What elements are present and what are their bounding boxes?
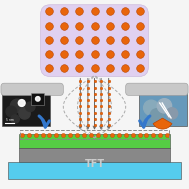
Circle shape [19, 108, 30, 119]
FancyArrowPatch shape [39, 116, 49, 127]
Text: 5 nm: 5 nm [5, 118, 13, 122]
Circle shape [157, 99, 172, 113]
Bar [8, 162, 181, 179]
Circle shape [166, 108, 178, 119]
Wedge shape [153, 118, 172, 129]
Bar [31, 93, 44, 105]
FancyArrowPatch shape [140, 116, 150, 127]
Circle shape [144, 100, 159, 115]
FancyBboxPatch shape [126, 83, 188, 95]
Circle shape [36, 97, 40, 101]
FancyBboxPatch shape [1, 83, 63, 95]
Bar [2, 89, 50, 126]
Circle shape [6, 106, 17, 117]
Circle shape [11, 115, 19, 123]
Circle shape [26, 102, 35, 112]
Circle shape [18, 100, 25, 106]
Bar [19, 134, 170, 148]
Bar [19, 148, 170, 162]
FancyBboxPatch shape [41, 5, 148, 77]
Text: TFT: TFT [84, 160, 105, 169]
Circle shape [10, 99, 24, 112]
Bar [139, 89, 187, 126]
Bar [20, 130, 169, 139]
Circle shape [150, 109, 163, 122]
